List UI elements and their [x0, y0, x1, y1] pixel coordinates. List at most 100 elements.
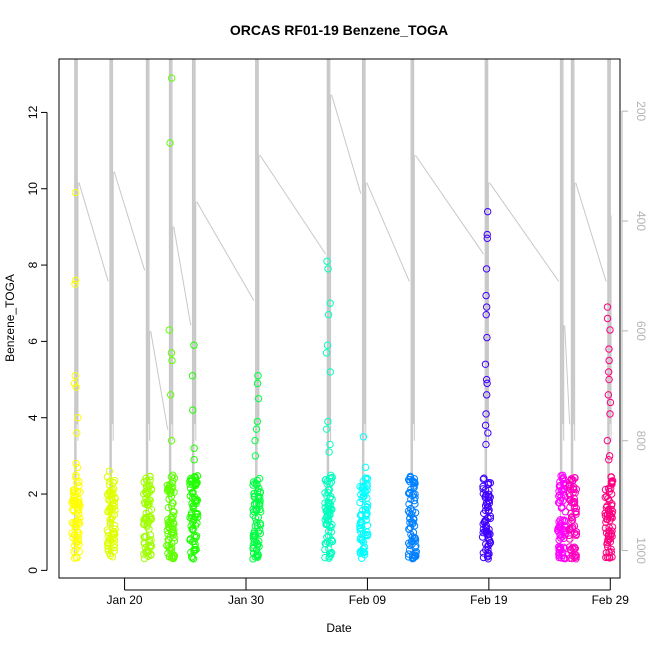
data-point — [362, 511, 371, 519]
data-point — [325, 448, 333, 456]
data-point — [256, 519, 265, 528]
data-point — [109, 534, 118, 542]
data-point — [104, 528, 112, 536]
data-point — [73, 479, 81, 487]
data-point — [165, 326, 173, 334]
data-point — [479, 489, 487, 498]
data-point — [605, 356, 613, 365]
data-point — [142, 547, 151, 555]
data-point — [169, 528, 178, 537]
right-tick-label: 400 — [634, 211, 648, 231]
data-point — [567, 509, 575, 518]
data-point — [73, 429, 81, 437]
data-point — [486, 512, 495, 520]
data-point — [406, 514, 414, 522]
data-point — [170, 520, 178, 528]
data-point — [482, 440, 490, 449]
data-point — [188, 514, 196, 523]
data-point — [605, 375, 613, 384]
data-point — [324, 265, 332, 273]
data-point — [189, 501, 198, 510]
right-tick-label: 800 — [634, 431, 648, 451]
data-point — [558, 475, 567, 483]
data-point — [106, 549, 114, 558]
data-point — [327, 471, 335, 480]
data-point — [605, 497, 614, 505]
x-tick-label: Feb 19 — [470, 593, 508, 607]
data-point — [604, 391, 613, 399]
data-point — [569, 476, 577, 484]
data-point — [560, 516, 568, 524]
data-point — [356, 525, 364, 533]
data-point — [323, 533, 331, 541]
data-point — [360, 543, 369, 551]
data-point — [323, 477, 332, 486]
data-point — [556, 544, 564, 553]
data-point — [561, 531, 569, 539]
data-point — [167, 74, 176, 82]
data-point — [103, 539, 112, 547]
data-point — [255, 500, 263, 508]
data-point — [603, 540, 611, 548]
data-point — [322, 349, 331, 357]
data-point — [410, 483, 418, 492]
data-point — [411, 493, 419, 502]
right-altitude-axis: 200 400 600 800 1000 — [621, 101, 648, 564]
data-point — [603, 515, 611, 524]
data-point — [252, 518, 261, 527]
data-point — [251, 479, 259, 488]
data-point — [326, 501, 335, 509]
y-tick-label: 8 — [26, 261, 40, 268]
data-point — [559, 471, 567, 480]
data-point — [72, 383, 80, 391]
data-point — [358, 511, 366, 519]
data-point — [167, 349, 176, 357]
data-point — [480, 474, 488, 482]
data-point — [76, 488, 84, 496]
data-point — [186, 480, 194, 488]
data-point — [165, 553, 173, 561]
data-point — [570, 497, 579, 506]
y-tick-label: 2 — [26, 490, 40, 497]
data-point — [252, 425, 261, 433]
data-point — [363, 479, 371, 488]
data-point — [191, 473, 200, 482]
data-point — [146, 476, 154, 484]
data-point — [168, 479, 176, 487]
x-tick-label: Feb 09 — [349, 593, 387, 607]
data-point — [607, 477, 616, 486]
data-point — [483, 230, 491, 239]
data-point — [321, 545, 329, 554]
data-point — [74, 535, 83, 543]
y-tick-label: 10 — [26, 182, 40, 196]
data-point — [569, 488, 577, 497]
data-point — [190, 341, 198, 349]
data-point — [251, 501, 259, 509]
data-point — [404, 507, 413, 515]
data-point — [254, 394, 263, 403]
altitude-transit-line — [575, 182, 607, 282]
data-point — [482, 375, 491, 384]
data-point — [142, 474, 150, 482]
data-point — [603, 303, 612, 311]
data-point — [328, 537, 336, 546]
data-point — [605, 455, 613, 464]
data-point — [603, 543, 612, 551]
data-point — [106, 490, 115, 498]
data-point — [556, 516, 564, 524]
data-point — [606, 410, 614, 418]
data-point — [105, 467, 114, 475]
data-point — [144, 548, 152, 556]
data-point — [170, 533, 178, 542]
data-point — [486, 479, 495, 487]
data-points — [68, 74, 617, 563]
data-point — [147, 536, 155, 544]
x-axis: Jan 20 Jan 30 Feb 09 Feb 19 Feb 29 — [107, 578, 629, 607]
altitude-trace — [74, 59, 612, 557]
data-point — [607, 548, 616, 556]
altitude-transit-line — [113, 171, 146, 271]
data-point — [187, 553, 196, 561]
data-point — [325, 554, 333, 562]
data-point — [481, 421, 490, 430]
data-point — [608, 553, 616, 561]
